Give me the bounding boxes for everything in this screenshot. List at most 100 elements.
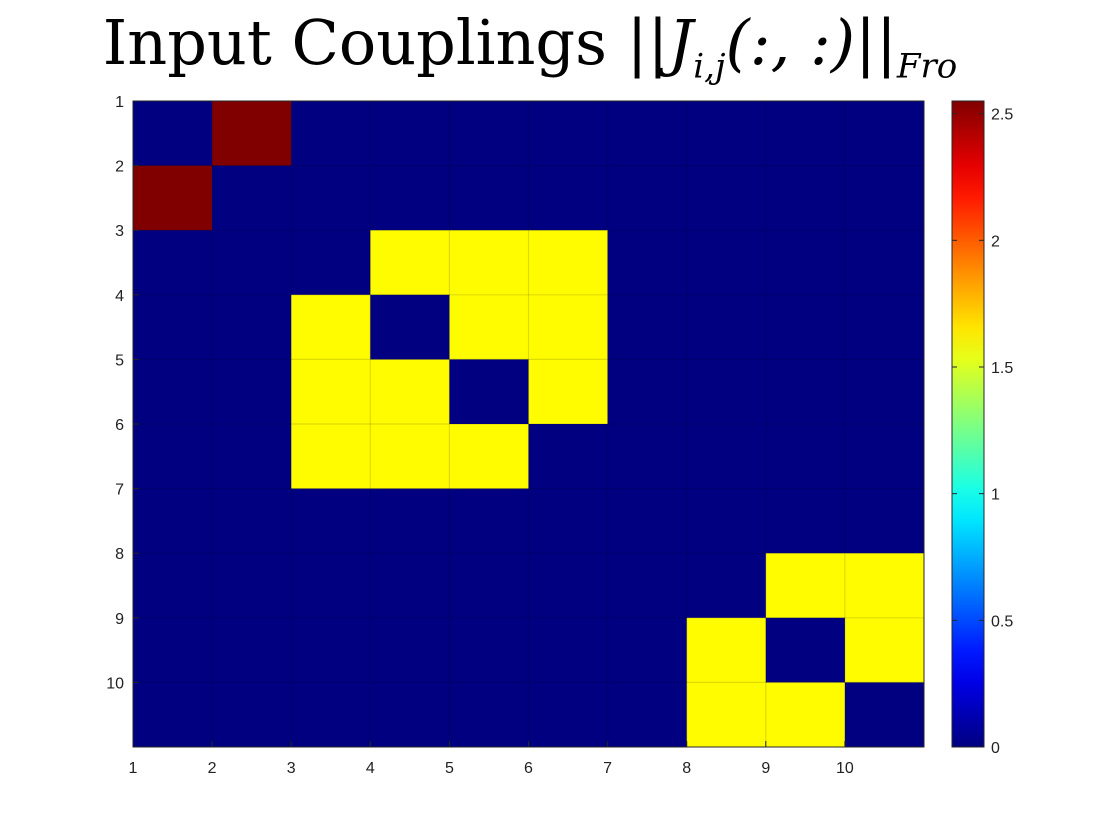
heatmap-cell	[844, 294, 925, 360]
y-tick-label: 2	[115, 159, 124, 176]
heatmap-cell	[133, 488, 213, 554]
heatmap-cell	[449, 230, 529, 296]
heatmap-cell	[765, 359, 846, 425]
heatmap-cell	[528, 359, 609, 425]
grid-lines	[133, 101, 924, 747]
heatmap-cell	[607, 165, 688, 231]
heatmap-cell	[370, 230, 450, 296]
heatmap-cell	[291, 359, 371, 425]
heatmap-cell	[686, 682, 767, 748]
heatmap-cell	[370, 101, 450, 167]
x-tick-label: 1	[129, 760, 138, 777]
heatmap-cell	[370, 424, 450, 490]
heatmap-cell	[528, 617, 609, 683]
heatmap-cell	[765, 230, 846, 296]
heatmap-cell	[133, 424, 213, 490]
heatmap-cell	[607, 230, 688, 296]
heatmap-cell	[607, 101, 688, 167]
heatmap-cell	[686, 101, 767, 167]
x-tick-label: 6	[524, 760, 533, 777]
y-tick-label: 5	[115, 352, 124, 369]
heatmap-cell	[212, 230, 292, 296]
heatmap-cell	[133, 617, 213, 683]
heatmap-cell	[528, 230, 609, 296]
heatmap-cell	[765, 101, 846, 167]
heatmap-cell	[528, 165, 609, 231]
title-text: Input Couplings	[102, 6, 607, 79]
heatmap-cell	[449, 424, 529, 490]
heatmap-cell	[765, 488, 846, 554]
heatmap-cell	[528, 101, 609, 167]
heatmap-cell	[844, 101, 925, 167]
x-tick-label: 2	[208, 760, 217, 777]
heatmap-cell	[291, 617, 371, 683]
heatmap-cell	[291, 424, 371, 490]
x-tick-label: 7	[603, 760, 612, 777]
heatmap-cell	[528, 424, 609, 490]
heatmap-cell	[607, 294, 688, 360]
heatmap-cell	[607, 359, 688, 425]
y-tick-label: 7	[115, 482, 124, 499]
heatmap-cell	[212, 682, 292, 748]
heatmap-cell	[449, 682, 529, 748]
heatmap-cell	[449, 488, 529, 554]
heatmap-cell	[212, 617, 292, 683]
chart-title: Input Couplings ||Ji,j(:, :)||Fro	[0, 6, 1060, 86]
x-tick-label: 9	[761, 760, 770, 777]
colorbar-tick-label: 2.5	[991, 107, 1013, 124]
heatmap-cell	[765, 682, 846, 748]
heatmap-cell	[765, 165, 846, 231]
heatmap-cell	[449, 101, 529, 167]
y-tick-label: 8	[115, 546, 124, 563]
colorbar-tick-label: 0	[991, 740, 1000, 757]
heatmap-cell	[133, 165, 213, 231]
x-axis-ticks: 1 2 3 4 5 6 7 8 9 10	[129, 741, 854, 777]
heatmap-cell	[765, 617, 846, 683]
colorbar-tick-label: 1.5	[991, 360, 1013, 377]
heatmap-cell	[686, 553, 767, 619]
heatmap-cell	[607, 553, 688, 619]
heatmap-cell	[449, 553, 529, 619]
heatmap-cell	[528, 553, 609, 619]
heatmap-cell	[212, 488, 292, 554]
heatmap-cell	[686, 488, 767, 554]
colorbar-tick-label: 0.5	[991, 613, 1013, 630]
heatmap-cell	[370, 553, 450, 619]
heatmap-cell	[133, 294, 213, 360]
colorbar-ticks: 0 0.5 1 1.5 2 2.5	[952, 107, 1013, 757]
heatmap-cell	[212, 359, 292, 425]
heatmap-cell	[133, 682, 213, 748]
heatmap-cell	[607, 488, 688, 554]
heatmap-cell	[686, 424, 767, 490]
heatmap-cell	[844, 553, 925, 619]
heatmap-cell	[370, 682, 450, 748]
heatmap-cell	[528, 488, 609, 554]
heatmap-cell	[291, 682, 371, 748]
y-tick-label: 3	[115, 223, 124, 240]
heatmap-cell	[844, 359, 925, 425]
heatmap-cell	[291, 488, 371, 554]
heatmap-cell	[844, 230, 925, 296]
heatmap-cell	[449, 359, 529, 425]
heatmap-cell	[133, 230, 213, 296]
x-tick-label: 4	[366, 760, 375, 777]
heatmap-cell	[844, 165, 925, 231]
heatmap-cell	[844, 488, 925, 554]
heatmap-cell	[212, 553, 292, 619]
heatmap-cell	[212, 101, 292, 167]
heatmap-cell	[844, 682, 925, 748]
heatmap-cell	[686, 294, 767, 360]
x-tick-label: 10	[836, 760, 854, 777]
heatmap-cell	[844, 617, 925, 683]
x-tick-label: 5	[445, 760, 454, 777]
heatmap-cell	[370, 294, 450, 360]
heatmap-cell	[291, 553, 371, 619]
heatmap-cell	[686, 617, 767, 683]
colorbar-tick-label: 1	[991, 487, 1000, 504]
heatmap-cell	[765, 553, 846, 619]
heatmap-cell	[291, 294, 371, 360]
x-tick-label: 3	[287, 760, 296, 777]
heatmap-cell	[607, 617, 688, 683]
heatmap-cell	[528, 682, 609, 748]
